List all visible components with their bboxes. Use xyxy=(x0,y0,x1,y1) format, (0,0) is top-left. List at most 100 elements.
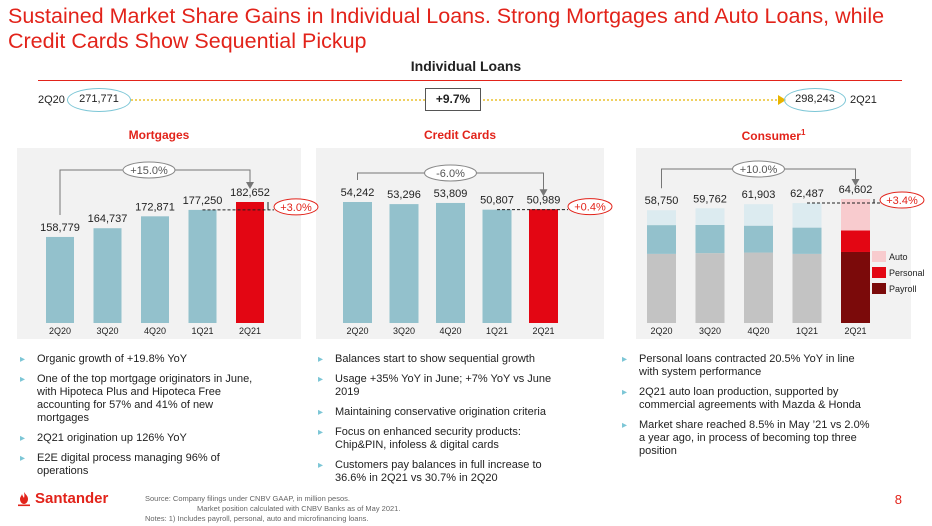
tick-label: 2Q21 xyxy=(844,326,866,336)
flame-icon xyxy=(18,491,30,506)
kpi-start-label: 2Q20 xyxy=(38,94,65,106)
yoy-arrow-head xyxy=(539,189,548,197)
bar-personal-4q20 xyxy=(744,225,773,253)
bar-payroll-4q20 xyxy=(744,252,773,323)
title-rule xyxy=(38,80,902,81)
mortgages-bullets: Organic growth of +19.8% YoY One of the t… xyxy=(20,353,260,485)
bar-personal-3q20 xyxy=(695,224,725,254)
value-label: 59,762 xyxy=(693,193,727,205)
bullet-item: 2Q21 auto loan production, supported by … xyxy=(622,386,872,412)
yoy-oval xyxy=(122,161,176,179)
value-label: 172,871 xyxy=(135,201,175,213)
page-title: Sustained Market Share Gains in Individu… xyxy=(8,4,885,53)
footnote-marker: 1 xyxy=(800,128,806,137)
bullet-item: One of the top mortgage originators in J… xyxy=(20,373,260,425)
tick-label: 1Q21 xyxy=(486,326,508,336)
tick-label: 3Q20 xyxy=(393,326,415,336)
footnote-market: Market position calculated with CNBV Ban… xyxy=(197,504,401,513)
tick-label: 2Q20 xyxy=(49,326,71,336)
yoy-arrow-head xyxy=(246,182,254,189)
bar-auto-2q21 xyxy=(841,199,870,231)
bar-3q20 xyxy=(389,204,419,323)
bar-1q21 xyxy=(188,209,217,323)
credit-cards-bullets: Balances start to show sequential growth… xyxy=(318,353,563,492)
section-title-credit-cards: Credit Cards xyxy=(423,128,497,142)
kpi-start-value: 271,771 xyxy=(67,88,131,112)
qoq-oval xyxy=(567,198,613,216)
qoq-oval xyxy=(273,198,319,216)
bar-personal-1q21 xyxy=(792,227,822,254)
bar-personal-2q21 xyxy=(841,230,870,252)
tick-label: 1Q21 xyxy=(796,326,818,336)
page-number: 8 xyxy=(894,492,902,507)
value-label: 50,989 xyxy=(527,194,561,206)
logo-text: Santander xyxy=(35,490,109,507)
consumer-chart: 58,750 2Q20 59,762 3Q20 61,903 4Q20 62,487 1Q21… xyxy=(645,160,925,336)
tick-label: 4Q20 xyxy=(747,326,769,336)
bullet-item: Market share reached 8.5% in May ’21 vs … xyxy=(622,419,872,458)
bar-2q21 xyxy=(529,209,558,323)
value-label: 177,250 xyxy=(183,195,223,207)
qoq-label: +3.0% xyxy=(280,202,312,214)
tick-label: 4Q20 xyxy=(144,326,166,336)
bullet-item: Usage +35% YoY in June; +7% YoY vs June … xyxy=(318,373,563,399)
bullet-item: E2E digital process managing 96% of oper… xyxy=(20,452,260,478)
qoq-label: +0.4% xyxy=(574,202,606,214)
bar-auto-4q20 xyxy=(744,204,773,226)
yoy-label: +15.0% xyxy=(130,165,168,177)
qoq-label: +3.4% xyxy=(886,195,918,207)
credit-cards-chart: 54,242 2Q20 53,296 3Q20 53,809 4Q20 50,807 1Q21… xyxy=(341,164,613,336)
bar-4q20 xyxy=(141,216,169,323)
bullet-item: Organic growth of +19.8% YoY xyxy=(20,353,260,366)
tick-label: 2Q20 xyxy=(346,326,368,336)
section-subtitle: Individual Loans xyxy=(410,58,522,74)
qoq-oval xyxy=(879,191,925,209)
bar-payroll-2q21 xyxy=(841,251,870,323)
bullet-item: 2Q21 origination up 126% YoY xyxy=(20,432,260,445)
bar-payroll-3q20 xyxy=(695,253,725,323)
bar-auto-2q20 xyxy=(647,210,676,226)
value-label: 53,809 xyxy=(434,188,468,200)
section-title-consumer: Consumer1 xyxy=(636,128,911,143)
bar-2q21 xyxy=(236,202,264,323)
bar-payroll-1q21 xyxy=(792,253,822,323)
bar-personal-2q20 xyxy=(647,225,676,254)
bullet-item: Focus on enhanced security products: Chi… xyxy=(318,426,563,452)
legend-swatch-auto xyxy=(872,251,886,262)
legend-label: Payroll xyxy=(889,284,917,294)
bar-4q20 xyxy=(436,202,465,323)
bullet-item: Customers pay balances in full increase … xyxy=(318,459,563,485)
tick-label: 1Q21 xyxy=(191,326,213,336)
legend-swatch-personal xyxy=(872,267,886,278)
kpi-growth-box: +9.7% xyxy=(425,88,481,111)
bar-2q20 xyxy=(46,236,74,323)
tick-label: 2Q20 xyxy=(650,326,672,336)
bullet-item: Balances start to show sequential growth xyxy=(318,353,563,366)
legend-label: Personal xyxy=(889,268,925,278)
value-label: 158,779 xyxy=(40,222,80,234)
kpi-end-label: 2Q21 xyxy=(850,94,877,106)
footnote: Source: Company filings under CNBV GAAP,… xyxy=(145,494,400,524)
yoy-oval xyxy=(732,160,785,178)
bar-2q20 xyxy=(343,202,372,323)
value-label: 53,296 xyxy=(387,189,421,201)
legend-label: Auto xyxy=(889,252,908,262)
yoy-label: +10.0% xyxy=(740,164,778,176)
bar-1q21 xyxy=(482,209,512,323)
legend-swatch-payroll xyxy=(872,283,886,294)
bar-auto-1q21 xyxy=(792,203,822,228)
yoy-arrow-head xyxy=(851,179,860,186)
santander-logo: Santander xyxy=(16,490,108,507)
section-title-consumer-text: Consumer xyxy=(741,129,801,143)
tick-label: 3Q20 xyxy=(699,326,721,336)
value-label: 62,487 xyxy=(790,188,824,200)
consumer-bullets: Personal loans contracted 20.5% YoY in l… xyxy=(622,353,872,465)
bar-auto-3q20 xyxy=(695,208,725,225)
footnote-source: Source: Company filings under CNBV GAAP,… xyxy=(145,494,350,503)
value-label: 61,903 xyxy=(742,189,776,201)
bar-payroll-2q20 xyxy=(647,253,676,323)
section-title-mortgages: Mortgages xyxy=(128,128,190,142)
tick-label: 2Q21 xyxy=(532,326,554,336)
tick-label: 4Q20 xyxy=(439,326,461,336)
bar-3q20 xyxy=(93,228,122,323)
